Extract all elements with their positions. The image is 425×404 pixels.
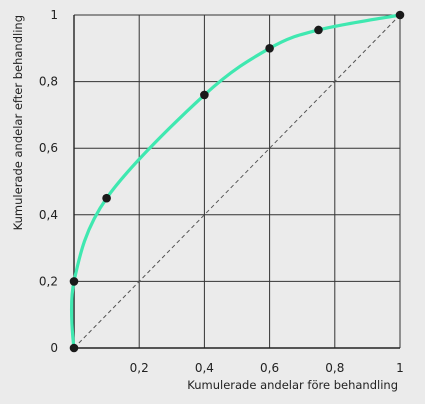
y-tick-label: 0,4 [39, 208, 58, 222]
x-axis-label: Kumulerade andelar före behandling [187, 378, 398, 392]
y-tick-label: 1 [50, 8, 58, 22]
x-tick-labels: 0,2 0,4 0,6 0,8 1 [130, 361, 404, 375]
y-tick-label: 0,2 [39, 274, 58, 288]
y-tick-label: 0 [50, 341, 58, 355]
y-tick-labels: 0 0,2 0,4 0,6 0,8 1 [39, 8, 58, 355]
x-tick-label: 0,4 [195, 361, 214, 375]
data-point [314, 25, 323, 35]
marker-layer [69, 10, 405, 353]
x-tick-label: 0,8 [325, 361, 344, 375]
reference-diagonal-line [73, 14, 401, 349]
data-point [200, 90, 209, 100]
x-tick-label: 0,6 [260, 361, 279, 375]
reference-line-layer [73, 14, 401, 349]
y-axis-label: Kumulerade andelar efter behandling [11, 15, 25, 230]
data-point [265, 44, 274, 53]
data-point [69, 277, 79, 286]
x-tick-label: 0,2 [130, 361, 149, 375]
y-tick-label: 0,8 [39, 75, 58, 89]
grid [73, 14, 401, 349]
x-tick-label: 1 [396, 361, 404, 375]
y-tick-label: 0,6 [39, 141, 58, 155]
data-point [69, 343, 79, 353]
data-point [395, 10, 405, 20]
data-point [102, 193, 111, 203]
